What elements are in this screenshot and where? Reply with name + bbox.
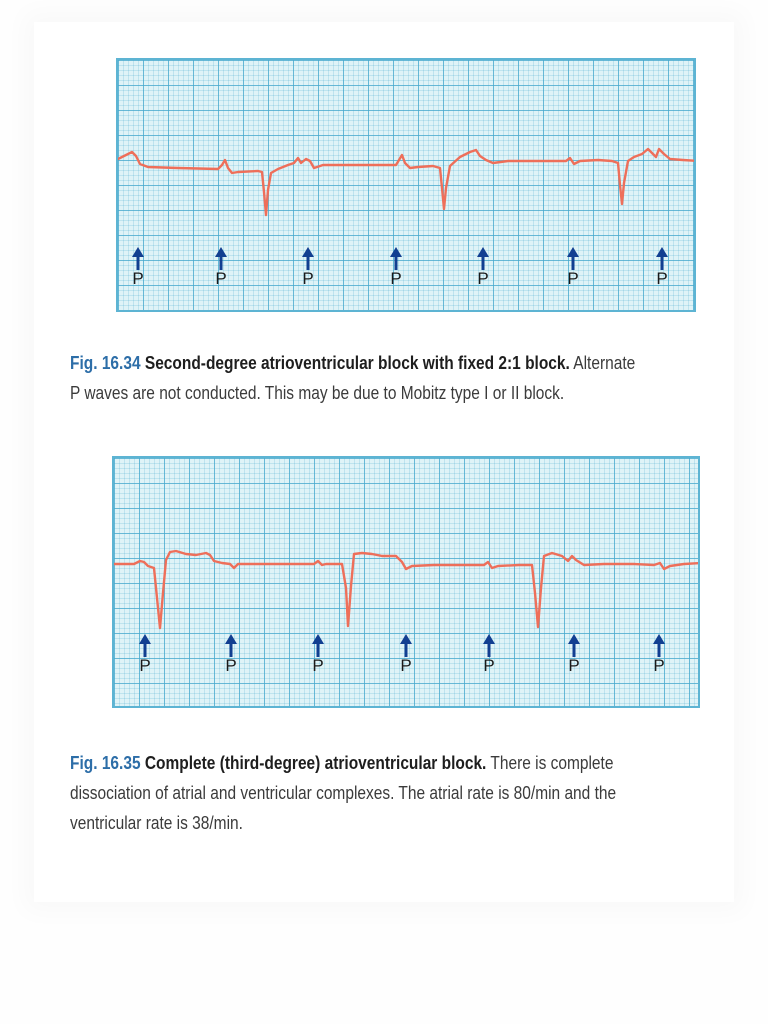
p-wave-label: P bbox=[225, 656, 237, 675]
p-wave-label: P bbox=[653, 656, 665, 675]
caption-line: Fig. 16.34 Second-degree atrioventricula… bbox=[70, 348, 655, 378]
p-wave-label: P bbox=[139, 656, 151, 675]
caption-text: There is complete bbox=[490, 753, 614, 773]
p-wave-marker: P bbox=[305, 633, 331, 675]
figure-number: Fig. 16.35 bbox=[70, 753, 141, 773]
p-wave-marker: P bbox=[561, 633, 587, 675]
p-wave-label: P bbox=[477, 269, 489, 288]
arrow-up-icon bbox=[215, 247, 227, 270]
p-wave-marker: P bbox=[125, 246, 151, 288]
arrow-up-icon bbox=[132, 247, 144, 270]
p-wave-label: P bbox=[567, 269, 579, 288]
caption-line: Fig. 16.35 Complete (third-degree) atrio… bbox=[70, 748, 655, 778]
p-wave-label: P bbox=[400, 656, 412, 675]
figure-title: Complete (third-degree) atrioventricular… bbox=[144, 753, 487, 773]
figure-number: Fig. 16.34 bbox=[70, 353, 141, 373]
caption-text: P waves are not conducted. This may be d… bbox=[70, 383, 565, 403]
arrow-up-icon bbox=[656, 247, 668, 270]
figure-caption: Fig. 16.34 Second-degree atrioventricula… bbox=[70, 348, 655, 408]
arrow-up-icon bbox=[483, 634, 495, 657]
caption-text: dissociation of atrial and ventricular c… bbox=[70, 783, 617, 803]
caption-text: ventricular rate is 38/min. bbox=[70, 813, 243, 833]
arrow-up-icon bbox=[477, 247, 489, 270]
p-wave-marker: P bbox=[560, 246, 586, 288]
ecg-strip-fig-16-35 bbox=[112, 456, 700, 708]
p-wave-label: P bbox=[390, 269, 402, 288]
p-wave-label: P bbox=[302, 269, 314, 288]
ecg-strip-fig-16-34 bbox=[116, 58, 696, 312]
arrow-up-icon bbox=[302, 247, 314, 270]
arrow-up-icon bbox=[400, 634, 412, 657]
figure-title: Second-degree atrioventricular block wit… bbox=[144, 353, 570, 373]
p-wave-marker: P bbox=[476, 633, 502, 675]
arrow-up-icon bbox=[567, 247, 579, 270]
ecg-trace-fig-16-34 bbox=[118, 147, 694, 217]
arrow-up-icon bbox=[390, 247, 402, 270]
p-wave-label: P bbox=[483, 656, 495, 675]
p-wave-label: P bbox=[215, 269, 227, 288]
p-wave-label: P bbox=[132, 269, 144, 288]
p-wave-label: P bbox=[312, 656, 324, 675]
arrow-up-icon bbox=[139, 634, 151, 657]
p-wave-marker: P bbox=[132, 633, 158, 675]
arrow-up-icon bbox=[225, 634, 237, 657]
p-wave-marker: P bbox=[218, 633, 244, 675]
p-wave-label: P bbox=[656, 269, 668, 288]
p-wave-marker: P bbox=[295, 246, 321, 288]
caption-text: Alternate bbox=[573, 353, 636, 373]
arrow-up-icon bbox=[312, 634, 324, 657]
p-wave-marker: P bbox=[393, 633, 419, 675]
ecg-trace-fig-16-35 bbox=[114, 549, 698, 630]
figure-caption: Fig. 16.35 Complete (third-degree) atrio… bbox=[70, 748, 655, 838]
p-wave-marker: P bbox=[208, 246, 234, 288]
p-wave-marker: P bbox=[649, 246, 675, 288]
p-wave-marker: P bbox=[470, 246, 496, 288]
p-wave-marker: P bbox=[383, 246, 409, 288]
p-wave-marker: P bbox=[646, 633, 672, 675]
p-wave-label: P bbox=[568, 656, 580, 675]
arrow-up-icon bbox=[653, 634, 665, 657]
arrow-up-icon bbox=[568, 634, 580, 657]
